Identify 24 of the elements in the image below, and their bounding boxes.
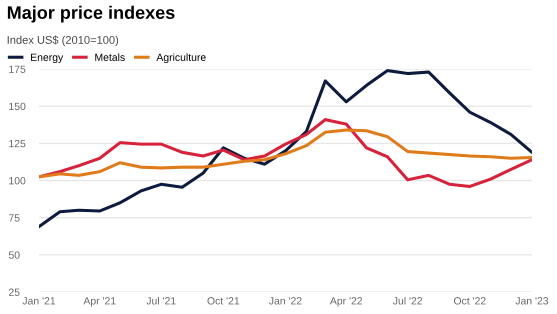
- x-tick-label: Jul '21: [146, 296, 176, 305]
- line-series: [38, 118, 532, 188]
- y-tick-label: 25: [8, 288, 20, 296]
- y-tick-label: 75: [8, 214, 20, 222]
- legend-label: Metals: [95, 53, 125, 61]
- x-tick-label: Apr '21: [83, 297, 116, 307]
- x-tick-label: Jan '23: [515, 297, 548, 305]
- y-tick-label: 150: [9, 102, 26, 110]
- line-series: [38, 128, 532, 178]
- legend-label: Agriculture: [156, 53, 206, 64]
- x-tick-label: Apr '22: [330, 297, 362, 307]
- legend-label: Energy: [31, 54, 64, 64]
- x-tick-label: Jan '21: [22, 297, 56, 305]
- x-tick-label: Jul '22: [392, 296, 422, 305]
- line-series: [38, 69, 532, 228]
- y-tick-label: 125: [9, 140, 26, 148]
- y-tick-label: 100: [9, 177, 26, 184]
- chart-title: Major price indexes: [8, 6, 175, 23]
- x-tick-label: Oct '22: [454, 297, 486, 305]
- y-tick-label: 175: [9, 66, 26, 73]
- y-tick-label: 50: [8, 251, 20, 259]
- x-tick-label: Oct '21: [207, 297, 240, 305]
- chart-subtitle: Index US$ (2010=100): [8, 36, 118, 46]
- x-tick-label: Jan '22: [268, 297, 302, 305]
